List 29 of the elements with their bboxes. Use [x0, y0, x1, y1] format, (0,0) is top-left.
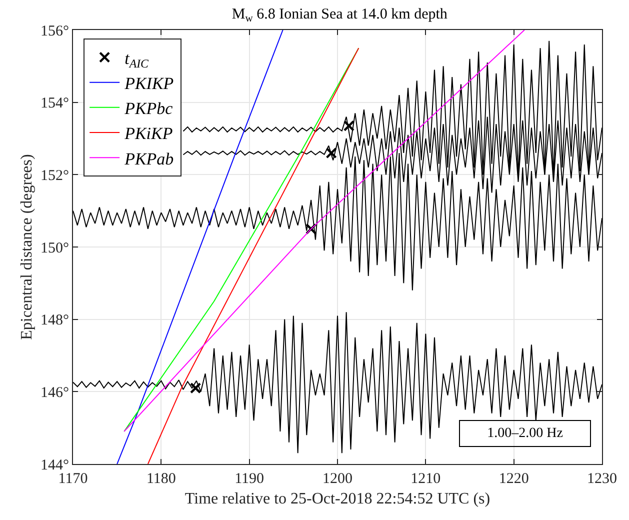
legend-label: PKPbc [124, 99, 174, 118]
y-tick-label: 148° [40, 312, 69, 329]
point [305, 223, 317, 235]
legend-label: PKPab [124, 149, 174, 168]
point [343, 120, 355, 132]
annotation: 1.00–2.00 Hz [487, 426, 563, 441]
point [190, 382, 202, 394]
x-tick-label: 1220 [498, 471, 529, 487]
line-series [73, 312, 602, 454]
x-tick-label: 1200 [322, 471, 352, 487]
y-axis-title: Epicentral distance (degrees) [18, 154, 36, 340]
x-axis-title: Time relative to 25-Oct-2018 22:54:52 UTC (s) [184, 490, 490, 508]
x-tick-label: 1210 [410, 471, 441, 487]
x-tick-label: 1190 [234, 471, 264, 487]
y-tick-label: 156° [40, 23, 69, 40]
y-tick-label: 150° [40, 240, 69, 256]
legend-label: t$_{AIC}$ [124, 48, 150, 70]
chart-title: M$_{w}$ 6.8 Ionian Sea at 14.0 km depth [232, 6, 448, 24]
y-tick-label: 154° [40, 96, 69, 112]
point [326, 147, 337, 159]
y-tick-label: 152° [40, 168, 69, 184]
line-series [116, 30, 284, 464]
x-tick-label: 1180 [146, 471, 176, 487]
y-tick-label: 144° [40, 457, 69, 474]
legend-label: PKIKP [124, 74, 174, 93]
legend-label: PKiKP [124, 124, 173, 144]
x-tick-label: 1230 [587, 471, 617, 487]
x-tick-label: 1170 [58, 471, 88, 487]
y-tick-label: 146° [40, 384, 69, 401]
